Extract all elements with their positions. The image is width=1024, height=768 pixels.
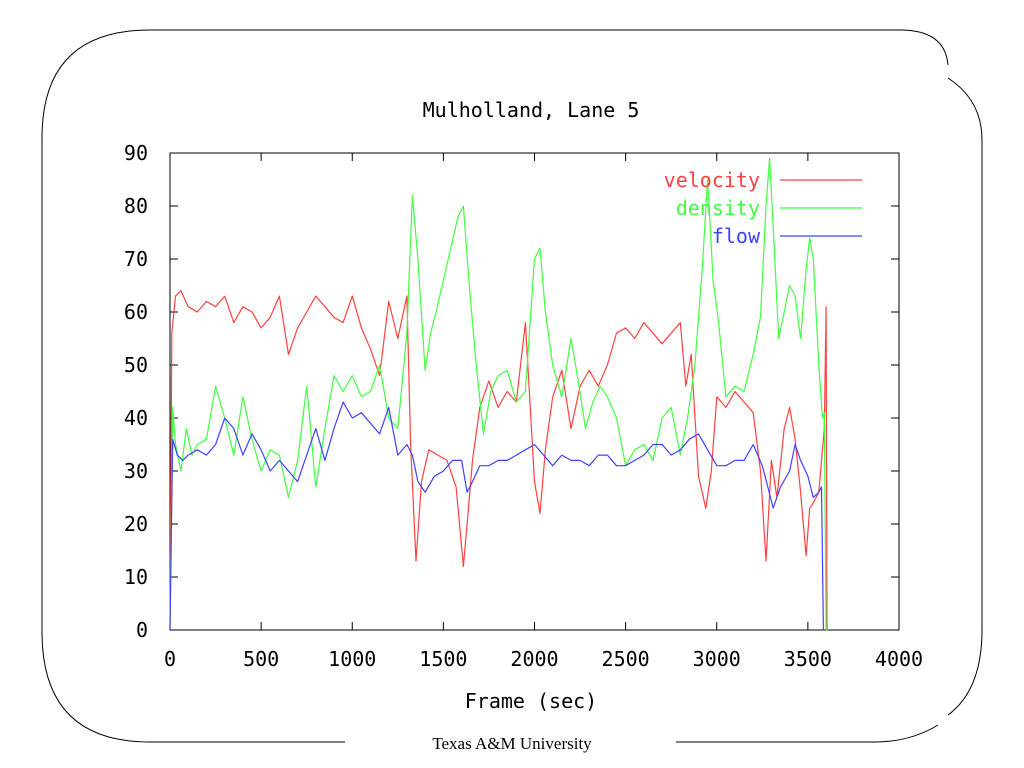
legend-label-density: density [676,196,760,220]
y-tick-label: 20 [124,512,148,536]
x-tick-label: 2500 [602,647,650,671]
x-tick-label: 0 [164,647,176,671]
series-line-velocity [169,290,828,631]
y-tick-label: 10 [124,565,148,589]
y-tick-label: 70 [124,247,148,271]
x-tick-label: 4000 [875,647,923,671]
legend-label-velocity: velocity [664,168,760,192]
x-tick-label: 2000 [510,647,558,671]
y-tick-label: 30 [124,459,148,483]
x-tick-label: 3500 [784,647,832,671]
footer-text: Texas A&M University [432,734,592,753]
slide-frame-right [947,77,983,716]
y-tick-label: 60 [124,300,148,324]
y-tick-label: 80 [124,194,148,218]
chart-title: Mulholland, Lane 5 [423,98,640,122]
plot-border [169,152,900,631]
y-tick-label: 90 [124,141,148,165]
chart-legend: velocity density flow [664,168,862,248]
slide-frame [41,29,983,743]
chart-axes: 0 10 20 30 40 50 60 70 80 90 0 500 1000 1500 2000 2500 3… [124,141,923,671]
slide-frame-bottom-right [676,724,939,743]
slide-frame-top-left [41,29,949,743]
x-tick-label: 3000 [693,647,741,671]
x-axis-label: Frame (sec) [465,689,597,713]
chart-series [169,157,828,631]
y-tick-label: 40 [124,406,148,430]
x-tick-label: 1000 [328,647,376,671]
legend-label-flow: flow [712,224,761,248]
series-line-flow [169,401,824,631]
y-tick-label: 0 [136,618,148,642]
x-tick-label: 500 [243,647,279,671]
x-tick-label: 1500 [419,647,467,671]
y-tick-label: 50 [124,353,148,377]
